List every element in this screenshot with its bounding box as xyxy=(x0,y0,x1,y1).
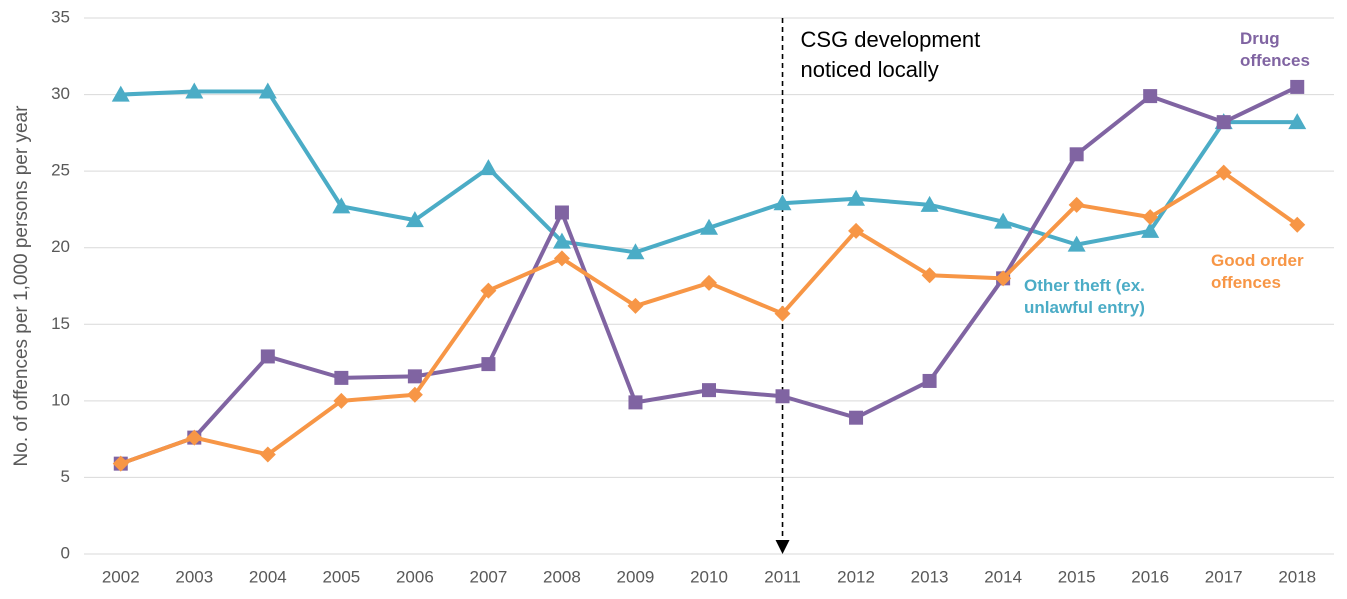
marker xyxy=(554,205,569,220)
marker xyxy=(1142,209,1159,226)
x-tick-label: 2017 xyxy=(1205,567,1243,586)
x-tick-label: 2007 xyxy=(469,567,507,586)
marker xyxy=(258,82,277,99)
marker xyxy=(333,392,350,409)
marker xyxy=(259,446,276,463)
marker xyxy=(848,222,865,239)
marker xyxy=(552,232,571,249)
x-tick-label: 2009 xyxy=(617,567,655,586)
x-tick-label: 2003 xyxy=(175,567,213,586)
marker xyxy=(1143,89,1158,104)
marker xyxy=(479,159,498,176)
marker xyxy=(1069,147,1084,162)
marker xyxy=(994,212,1013,229)
marker xyxy=(921,267,938,284)
y-tick-label: 20 xyxy=(51,237,70,256)
marker xyxy=(920,195,939,212)
x-tick-label: 2018 xyxy=(1278,567,1316,586)
x-tick-label: 2016 xyxy=(1131,567,1169,586)
marker xyxy=(1141,221,1160,238)
marker xyxy=(112,455,129,472)
marker xyxy=(481,357,496,372)
series-label: Drug offences xyxy=(1240,29,1310,70)
marker xyxy=(1289,216,1306,233)
y-tick-label: 10 xyxy=(51,390,70,409)
marker xyxy=(260,349,275,364)
marker xyxy=(407,369,422,384)
marker xyxy=(700,218,718,235)
x-tick-label: 2012 xyxy=(837,567,875,586)
marker xyxy=(628,395,643,410)
marker xyxy=(1288,113,1307,130)
marker xyxy=(922,373,937,388)
marker xyxy=(334,370,349,385)
series-label: Good order offences xyxy=(1211,251,1304,292)
x-tick-label: 2011 xyxy=(764,567,801,586)
x-tick-label: 2008 xyxy=(543,567,581,586)
marker xyxy=(1068,196,1085,213)
x-tick-label: 2013 xyxy=(911,567,949,586)
marker xyxy=(1216,115,1231,130)
annotation: CSG development noticed locally xyxy=(800,27,981,82)
marker xyxy=(553,250,570,267)
marker xyxy=(849,410,864,425)
x-tick-label: 2005 xyxy=(322,567,360,586)
marker xyxy=(1215,164,1232,181)
marker xyxy=(995,270,1012,287)
y-tick-label: 25 xyxy=(51,161,70,180)
marker xyxy=(480,282,497,299)
y-tick-label: 35 xyxy=(51,7,70,26)
y-tick-label: 15 xyxy=(51,314,70,333)
x-tick-label: 2004 xyxy=(249,567,287,586)
y-tick-label: 0 xyxy=(61,543,70,562)
marker xyxy=(1067,235,1086,252)
marker xyxy=(774,305,791,322)
y-axis-label: No. of offences per 1,000 persons per ye… xyxy=(11,105,32,467)
marker xyxy=(332,197,351,214)
marker xyxy=(405,211,424,228)
marker xyxy=(701,274,717,291)
annotation-arrow xyxy=(775,540,790,554)
marker xyxy=(702,383,716,398)
x-tick-label: 2002 xyxy=(102,567,140,586)
marker xyxy=(626,243,645,260)
marker xyxy=(185,82,204,99)
series-label: Other theft (ex. unlawful entry) xyxy=(1024,276,1145,317)
marker xyxy=(775,389,790,404)
marker xyxy=(111,85,130,102)
marker xyxy=(773,194,792,211)
marker xyxy=(406,386,423,403)
x-tick-label: 2014 xyxy=(984,567,1022,586)
marker xyxy=(847,189,866,206)
marker xyxy=(1290,79,1305,94)
y-tick-label: 30 xyxy=(51,84,70,103)
y-tick-label: 5 xyxy=(61,467,70,486)
x-tick-label: 2010 xyxy=(690,567,728,586)
x-tick-label: 2006 xyxy=(396,567,434,586)
marker xyxy=(627,297,644,314)
x-tick-label: 2015 xyxy=(1058,567,1096,586)
marker xyxy=(186,429,203,446)
